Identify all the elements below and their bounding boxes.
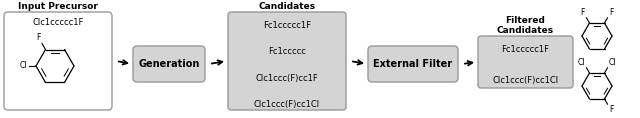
Text: Candidates: Candidates: [259, 2, 316, 11]
Text: Clc1ccc(F)cc1Cl: Clc1ccc(F)cc1Cl: [254, 101, 320, 110]
Text: Cl: Cl: [609, 58, 616, 67]
Text: Clc1ccccc1F: Clc1ccccc1F: [32, 18, 84, 27]
Text: External Filter: External Filter: [373, 59, 452, 69]
FancyBboxPatch shape: [4, 12, 112, 110]
Text: F: F: [609, 105, 613, 114]
Text: F: F: [36, 34, 40, 42]
FancyBboxPatch shape: [368, 46, 458, 82]
FancyBboxPatch shape: [228, 12, 346, 110]
Text: Generation: Generation: [138, 59, 200, 69]
Text: Fc1ccccc1F: Fc1ccccc1F: [502, 44, 550, 53]
Text: Clc1ccc(F)cc1Cl: Clc1ccc(F)cc1Cl: [492, 76, 559, 86]
FancyBboxPatch shape: [133, 46, 205, 82]
Text: F: F: [580, 8, 585, 17]
Text: Clc1ccc(F)cc1F: Clc1ccc(F)cc1F: [255, 74, 318, 83]
Text: Fc1ccccc: Fc1ccccc: [268, 47, 306, 56]
Text: Cl: Cl: [20, 61, 28, 70]
Text: Input Precursor: Input Precursor: [18, 2, 98, 11]
Text: Filtered
Candidates: Filtered Candidates: [497, 16, 554, 35]
Text: F: F: [609, 8, 613, 17]
Text: Cl: Cl: [577, 58, 585, 67]
Text: Fc1ccccc1F: Fc1ccccc1F: [263, 21, 311, 30]
FancyBboxPatch shape: [478, 36, 573, 88]
